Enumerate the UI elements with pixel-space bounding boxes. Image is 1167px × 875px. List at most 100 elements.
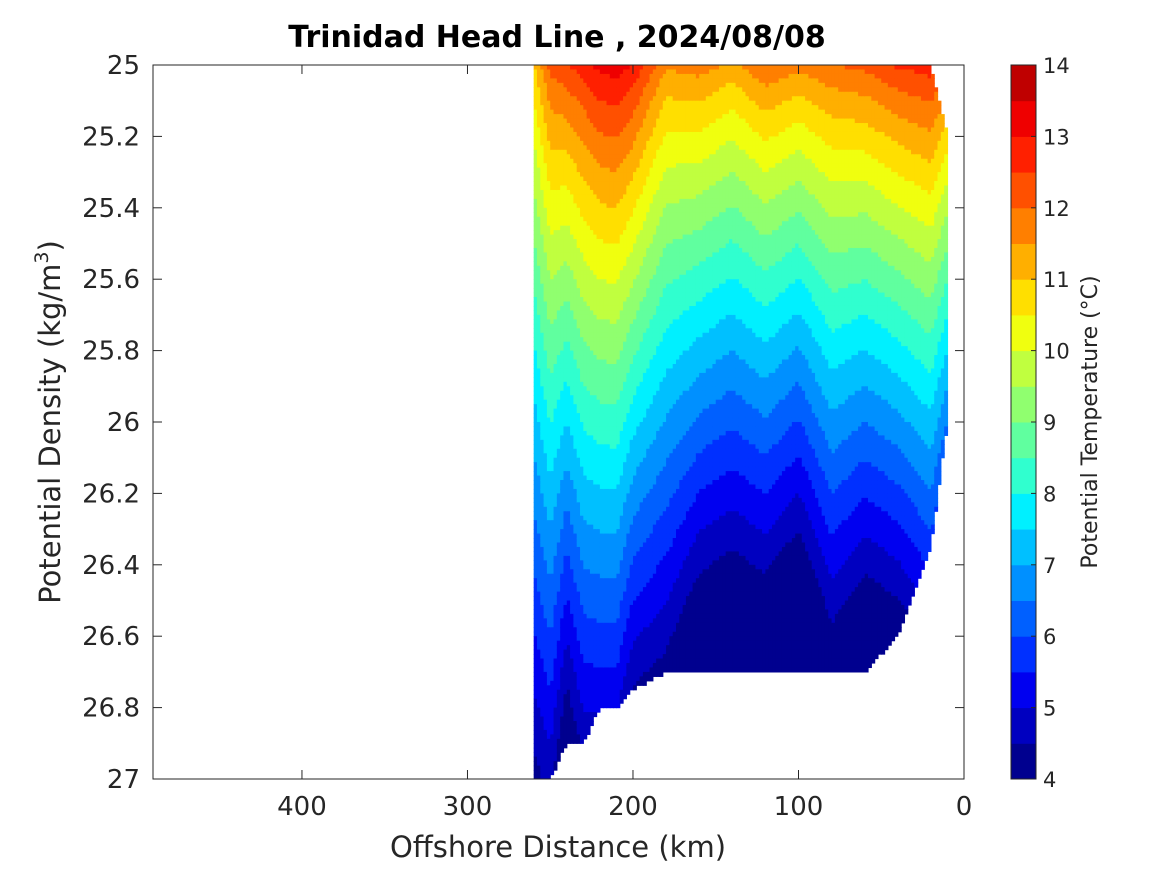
- contour-cell: [563, 506, 568, 512]
- contour-cell: [563, 573, 568, 579]
- contour-cell: [536, 381, 541, 387]
- contour-cell: [556, 181, 561, 187]
- contour-cell: [550, 118, 555, 124]
- contour-cell: [553, 234, 558, 240]
- contour-cell: [546, 569, 551, 575]
- contour-cell: [533, 323, 538, 329]
- contour-cell: [556, 305, 561, 312]
- contour-cell: [540, 172, 545, 178]
- contour-cell: [546, 480, 551, 486]
- contour-cell: [566, 221, 571, 227]
- contour-cell: [546, 350, 551, 356]
- contour-cell: [540, 640, 545, 646]
- contour-cell: [533, 569, 538, 575]
- contour-cell: [540, 689, 545, 695]
- contour-cell: [556, 707, 561, 713]
- contour-cell: [550, 274, 555, 280]
- contour-cell: [560, 105, 565, 111]
- contour-cell: [543, 283, 548, 289]
- contour-cell: [543, 743, 548, 749]
- contour-cell: [556, 703, 561, 709]
- contour-cell: [546, 422, 551, 428]
- contour-cell: [553, 582, 558, 588]
- contour-cell: [560, 341, 565, 347]
- contour-cell: [560, 395, 565, 401]
- contour-cell: [563, 511, 568, 517]
- contour-cell: [543, 551, 548, 557]
- contour-cell: [540, 596, 545, 602]
- contour-cell: [543, 533, 548, 539]
- contour-cell: [563, 551, 568, 557]
- contour-cell: [550, 520, 555, 526]
- contour-cell: [563, 163, 568, 169]
- contour-cell: [533, 203, 538, 209]
- contour-cell: [566, 546, 571, 553]
- contour-cell: [560, 319, 565, 325]
- contour-cell: [560, 645, 565, 651]
- contour-cell: [550, 671, 555, 677]
- contour-cell: [560, 270, 565, 276]
- contour-cell: [566, 65, 571, 71]
- contour-cell: [553, 435, 558, 441]
- contour-cell: [540, 645, 545, 651]
- contour-cell: [560, 131, 565, 137]
- contour-cell: [550, 314, 555, 320]
- contour-cell: [546, 497, 551, 503]
- contour-cell: [540, 87, 545, 93]
- contour-cell: [543, 230, 548, 236]
- contour-cell: [543, 658, 548, 664]
- contour-cell: [533, 573, 538, 579]
- contour-cell: [556, 288, 561, 294]
- contour-cell: [540, 649, 545, 655]
- contour-cell: [550, 511, 555, 517]
- contour-cell: [560, 591, 565, 597]
- contour-cell: [556, 560, 561, 566]
- contour-cell: [566, 466, 571, 472]
- contour-cell: [543, 426, 548, 432]
- contour-cell: [566, 381, 571, 387]
- contour-cell: [553, 230, 558, 236]
- contour-cell: [556, 524, 561, 530]
- contour-cell: [533, 131, 538, 137]
- contour-cell: [563, 118, 568, 124]
- contour-cell: [540, 185, 545, 191]
- contour-cell: [556, 618, 561, 624]
- contour-cell: [560, 484, 565, 490]
- contour-cell: [543, 453, 548, 459]
- contour-cell: [566, 542, 571, 548]
- contour-cell: [560, 247, 565, 254]
- contour-cell: [556, 448, 561, 454]
- contour-cell: [536, 274, 541, 280]
- contour-cell: [566, 225, 571, 231]
- contour-cell: [543, 332, 548, 338]
- contour-cell: [533, 685, 538, 691]
- contour-cell: [546, 484, 551, 490]
- contour-cell: [553, 100, 558, 106]
- contour-cell: [533, 627, 538, 633]
- contour-cell: [540, 604, 545, 611]
- contour-cell: [540, 261, 545, 267]
- contour-cell: [560, 408, 565, 414]
- contour-cell: [550, 631, 555, 637]
- contour-cell: [560, 239, 565, 245]
- contour-cell: [566, 73, 571, 79]
- contour-cell: [553, 176, 558, 182]
- contour-cell: [560, 658, 565, 664]
- contour-cell: [553, 698, 558, 704]
- contour-cell: [533, 667, 538, 673]
- contour-cell: [566, 239, 571, 245]
- contour-cell: [536, 247, 541, 254]
- contour-cell: [533, 462, 538, 468]
- contour-cell: [553, 265, 558, 271]
- contour-cell: [566, 123, 571, 129]
- contour-cell: [566, 176, 571, 182]
- contour-cell: [553, 422, 558, 428]
- contour-cell: [533, 185, 538, 191]
- contour-cell: [550, 435, 555, 441]
- contour-cell: [560, 662, 565, 669]
- contour-cell: [560, 87, 565, 93]
- contour-cell: [533, 243, 538, 249]
- contour-cell: [546, 502, 551, 508]
- contour-cell: [553, 546, 558, 553]
- contour-cell: [533, 332, 538, 338]
